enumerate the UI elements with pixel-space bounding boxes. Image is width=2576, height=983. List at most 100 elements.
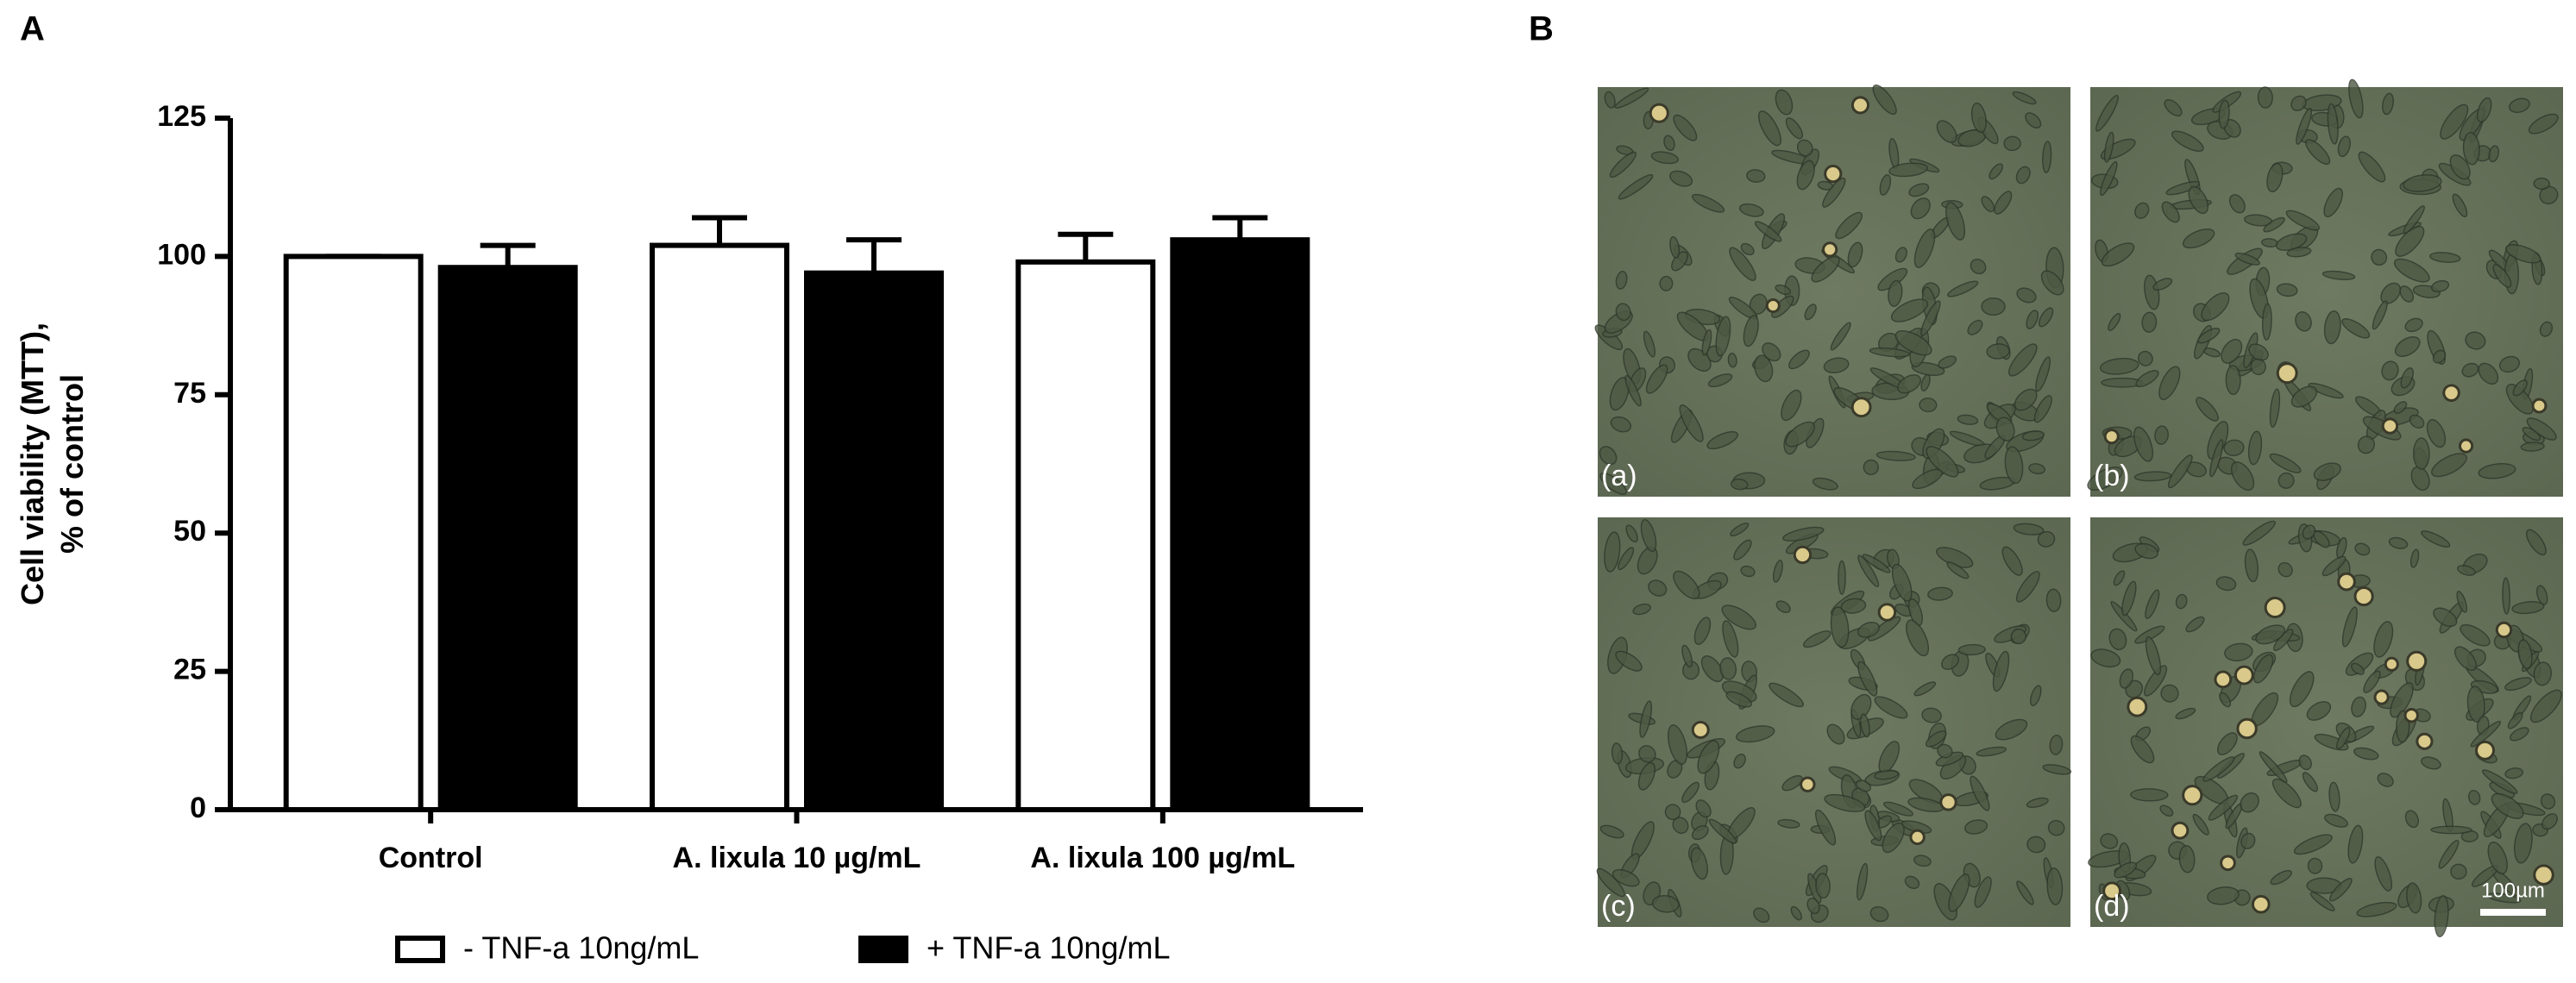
panel-label: B [1529,10,1554,48]
cell [2328,878,2353,902]
cell [1645,364,1668,394]
cell [2286,247,2312,258]
cell [2323,310,2341,345]
cell [1919,398,1938,413]
cell [1615,303,1631,322]
cell [2130,788,2169,802]
cell [2481,769,2518,794]
cell [2216,732,2238,755]
cell [2040,270,2064,296]
cell [1707,373,1733,388]
cell [2016,880,2034,905]
cell [1740,565,1756,578]
cell [2133,426,2154,462]
cell [1746,169,1766,183]
cell [2403,174,2442,192]
cell [1733,539,1752,560]
cell [1700,655,1724,683]
cell [2218,99,2230,129]
cell [2159,805,2174,817]
cell [2488,145,2500,163]
round-cell [2182,785,2203,806]
cell [2209,439,2224,478]
cell [2433,607,2458,628]
cell [2354,542,2371,556]
cell [2293,834,2333,855]
micrograph-label: (d) [2094,890,2130,923]
round-cell [2276,362,2298,385]
cell [2133,471,2172,482]
cell [2244,548,2259,583]
cell [1612,868,1640,887]
round-cell [2458,438,2474,454]
cell [1693,617,1712,645]
cell [1691,824,1709,841]
cell [2517,639,2533,669]
cell [1927,586,1953,601]
cell [2240,832,2256,849]
cell [2431,453,2467,478]
cell [1814,809,1837,846]
cell [1669,170,1693,187]
cell [1945,202,1966,241]
cell [1637,761,1656,791]
cell [1775,89,1794,116]
cell [2461,362,2479,378]
cell [2308,382,2344,399]
cell [2135,370,2159,388]
cell [1738,203,1764,217]
cell [2539,321,2554,337]
cell [1599,473,1627,495]
cell [2470,720,2502,748]
cell [1970,258,1987,275]
cell [2003,135,2021,152]
y-tick-label: 50 [173,515,206,548]
cell [2336,727,2351,750]
cell [1847,241,1863,268]
cell [2021,430,2045,441]
cell [2012,91,2037,105]
round-cell [2220,855,2236,872]
cell [2478,463,2516,479]
micrograph-label: (a) [1601,460,1637,492]
cell [1869,347,1911,358]
bar [283,254,424,812]
cell [2013,523,2045,535]
cell [2438,839,2460,869]
cell [2400,366,2414,389]
cell [2221,338,2243,364]
round-cell [2171,821,2190,840]
cell [2038,307,2054,328]
cell [2428,252,2461,263]
cell [2528,113,2559,135]
cell [1857,622,1881,638]
cell [2108,312,2121,331]
cell [2298,754,2312,771]
cell [1904,875,1920,889]
cell [1719,657,1737,680]
cell [2154,425,2169,445]
y-tick-label: 125 [157,100,206,133]
cell [2476,97,2492,123]
cell [2381,360,2399,381]
cell [2404,810,2419,829]
round-cell [2495,621,2513,639]
cell [2486,892,2522,904]
cell [2042,141,2052,173]
cell [2462,131,2480,166]
cell [2533,661,2553,686]
cell [1894,330,1932,356]
cell [2457,565,2476,576]
cell [1802,630,1831,648]
cell [2307,857,2323,874]
cell [1788,349,1810,370]
cell [2533,177,2550,191]
cell [2252,654,2274,684]
cell [2026,836,2046,854]
cell [1921,707,1942,723]
round-cell [1877,603,1897,622]
cell [1796,160,1815,191]
cell [2305,139,2331,166]
cell [2152,278,2173,291]
micrograph [2088,517,2563,937]
